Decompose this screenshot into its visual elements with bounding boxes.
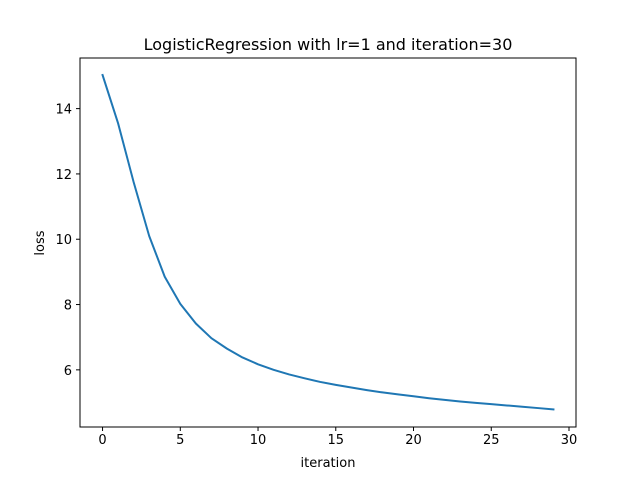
y-axis-label: loss [33, 230, 48, 255]
x-tick-label: 5 [176, 433, 184, 448]
x-tick-label: 0 [98, 433, 106, 448]
x-tick-label: 10 [250, 433, 267, 448]
plot-area-frame [79, 57, 577, 428]
x-axis-label: iteration [301, 456, 356, 471]
y-tick-label: 6 [64, 364, 72, 379]
x-tick-label: 20 [405, 433, 422, 448]
y-tick-label: 12 [55, 168, 72, 183]
x-tick-label: 25 [483, 433, 500, 448]
axis-ticks: 0 5 10 15 20 25 30 6 8 10 12 14 [55, 103, 577, 448]
chart-title: LogisticRegression with lr=1 and iterati… [144, 35, 513, 54]
y-tick-label: 8 [64, 299, 72, 314]
y-tick-label: 14 [55, 103, 72, 118]
loss-line [101, 73, 555, 411]
x-tick-label: 30 [561, 433, 578, 448]
x-tick-label: 15 [328, 433, 345, 448]
y-tick-label: 10 [55, 233, 72, 248]
series-layer [101, 73, 555, 411]
